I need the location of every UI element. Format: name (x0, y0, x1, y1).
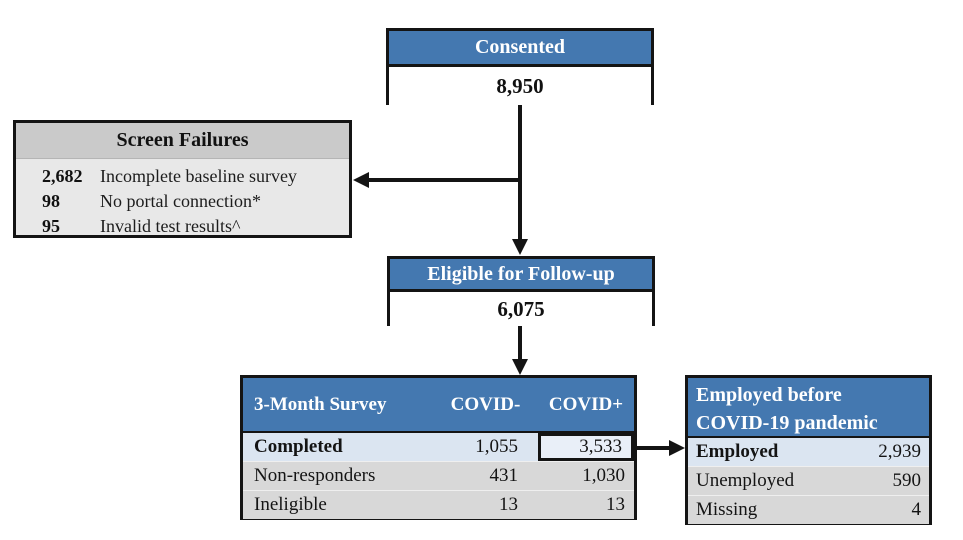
screen-failure-item: 2,682 Incomplete baseline survey (16, 164, 349, 189)
eligible-value: 6,075 (390, 292, 652, 326)
row-label: Employed (696, 441, 779, 462)
employment-table: Employed before COVID-19 pandemic Employ… (685, 375, 932, 525)
screen-failures-box: Screen Failures 2,682 Incomplete baselin… (13, 120, 352, 238)
consented-value: 8,950 (389, 67, 651, 105)
screen-failure-item: 98 No portal connection* (16, 189, 349, 214)
survey-header-covid-pos: COVID+ (548, 393, 624, 415)
screen-failure-count: 98 (42, 191, 60, 211)
row-label: Non-responders (254, 465, 376, 486)
consented-box: Consented 8,950 (386, 28, 654, 105)
covid-pos-value: 13 (606, 494, 625, 515)
covid-neg-value: 431 (489, 465, 519, 486)
screen-failure-label: No portal connection* (100, 191, 261, 211)
arrow-left-icon (353, 172, 369, 188)
eligible-title: Eligible for Follow-up (390, 259, 652, 292)
screen-failure-label: Invalid test results^ (100, 216, 241, 236)
employment-header-line1: Employed before (696, 384, 842, 406)
survey-table: 3-Month Survey COVID- COVID+ Completed 1… (240, 375, 637, 520)
table-row-ineligible: Ineligible 13 13 (243, 490, 634, 519)
covid-pos-value: 1,030 (582, 465, 625, 486)
employment-header-line2: COVID-19 pandemic (696, 412, 878, 434)
table-row-employed: Employed 2,939 (688, 438, 929, 466)
arrow-right-icon (669, 440, 685, 456)
covid-neg-value: 13 (499, 494, 518, 515)
arrow-down-icon (512, 239, 528, 255)
consented-title: Consented (389, 31, 651, 67)
table-row-unemployed: Unemployed 590 (688, 466, 929, 495)
row-label: Ineligible (254, 494, 327, 515)
screen-failure-item: 95 Invalid test results^ (16, 214, 349, 239)
screen-failures-list: 2,682 Incomplete baseline survey 98 No p… (16, 159, 349, 239)
table-row-completed: Completed 1,055 3,533 (243, 433, 634, 461)
arrow-down-icon (512, 359, 528, 375)
table-row-missing: Missing 4 (688, 495, 929, 524)
row-value: 590 (892, 470, 922, 491)
row-label: Completed (254, 436, 343, 457)
row-label: Unemployed (696, 470, 795, 491)
row-value: 4 (911, 499, 922, 520)
screen-failures-title: Screen Failures (16, 123, 349, 159)
employment-table-header: Employed before COVID-19 pandemic (688, 378, 929, 438)
eligible-box: Eligible for Follow-up 6,075 (387, 256, 655, 326)
survey-table-header: 3-Month Survey COVID- COVID+ (243, 378, 634, 433)
screen-failure-count: 2,682 (42, 166, 83, 186)
screen-failure-label: Incomplete baseline survey (100, 166, 297, 186)
covid-pos-value-highlighted: 3,533 (538, 433, 634, 461)
table-row-non-responders: Non-responders 431 1,030 (243, 461, 634, 490)
covid-neg-value: 1,055 (475, 436, 518, 457)
row-label: Missing (696, 499, 758, 520)
survey-header-title: 3-Month Survey (254, 393, 387, 415)
survey-header-covid-neg: COVID- (450, 393, 521, 415)
screen-failure-count: 95 (42, 216, 60, 236)
row-value: 2,939 (878, 441, 921, 462)
